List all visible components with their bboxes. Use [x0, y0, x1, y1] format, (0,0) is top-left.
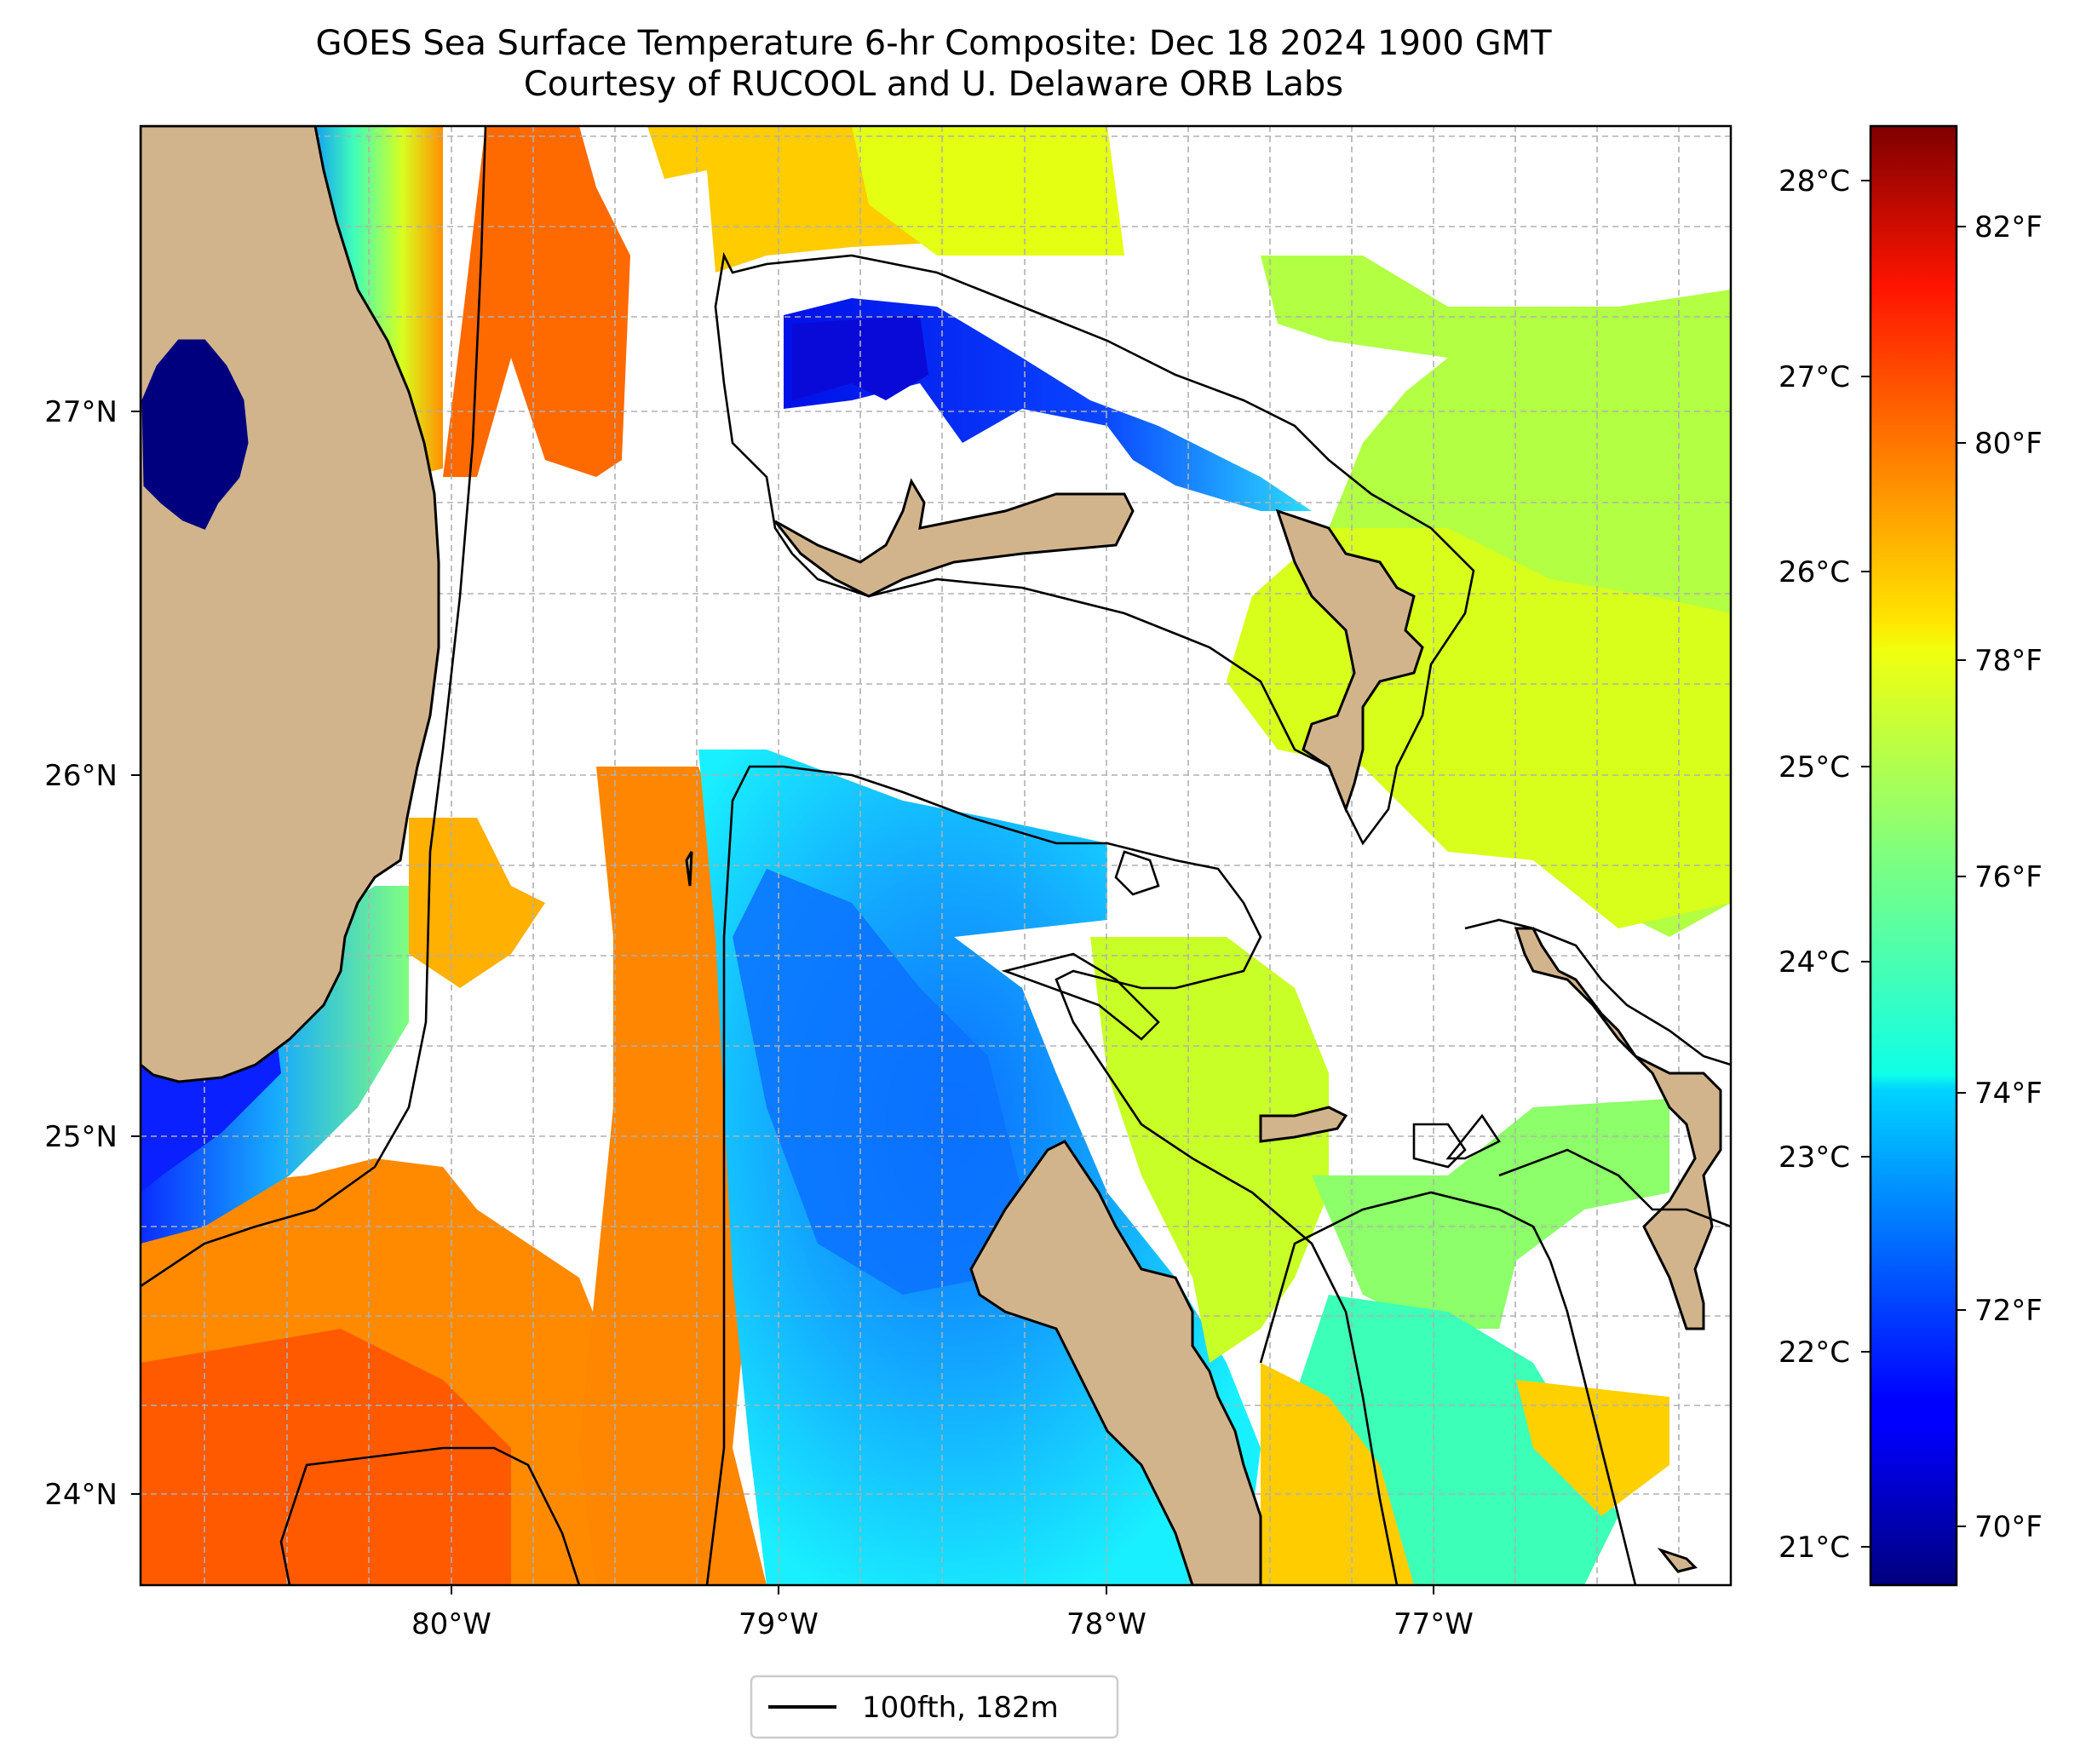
lon-tick-label: 79°W [738, 1607, 819, 1641]
isobath-100fth-contours [141, 126, 1731, 1585]
map-area [139, 124, 1733, 1587]
fahrenheit-tick-label: 74°F [1974, 1077, 2043, 1111]
fahrenheit-tick-label: 70°F [1974, 1510, 2043, 1544]
celsius-tick-label: 21°C [1779, 1531, 1850, 1565]
celsius-tick-label: 28°C [1779, 164, 1850, 198]
andros-island [969, 1140, 1262, 1585]
fahrenheit-tick-label: 78°F [1974, 644, 2043, 678]
new-providence [1259, 1106, 1348, 1143]
lat-tick-label: 26°N [44, 759, 118, 793]
celsius-tick-label: 25°C [1779, 750, 1850, 784]
lat-tick-label: 25°N [44, 1120, 118, 1154]
fahrenheit-tick-label: 80°F [1974, 427, 2043, 461]
celsius-tick-label: 26°C [1779, 555, 1850, 589]
celsius-tick-label: 23°C [1779, 1141, 1850, 1175]
bimini-island [685, 851, 693, 887]
chart-title-line1: GOES Sea Surface Temperature 6-hr Compos… [315, 24, 1552, 63]
eleuthera [1514, 927, 1722, 1330]
chart-title-line2: Courtesy of RUCOOL and U. Delaware ORB L… [524, 65, 1343, 104]
legend-label: 100fth, 182m [862, 1691, 1059, 1725]
lon-tick-label: 77°W [1394, 1607, 1474, 1641]
colorbar: 21°C 22°C 23°C 24°C 25°C 26°C 27°C 28°C … [1779, 124, 2043, 1587]
lake-okeechobee [141, 339, 249, 530]
lon-axis: 80°W 79°W 78°W 77°W [411, 1585, 1474, 1641]
grand-bahama [773, 478, 1135, 598]
map-frame [139, 124, 1733, 1587]
celsius-tick-label: 24°C [1779, 945, 1850, 980]
celsius-tick-label: 27°C [1779, 360, 1850, 394]
fahrenheit-tick-label: 76°F [1974, 860, 2043, 894]
lon-tick-label: 78°W [1066, 1607, 1146, 1641]
lat-axis: 24°N 25°N 26°N 27°N [44, 395, 141, 1512]
fahrenheit-tick-label: 82°F [1974, 210, 2043, 244]
legend-box [750, 1675, 1119, 1739]
lat-tick-label: 27°N [44, 395, 118, 429]
lon-tick-label: 80°W [411, 1607, 491, 1641]
lat-tick-label: 24°N [44, 1478, 118, 1512]
fahrenheit-tick-label: 72°F [1974, 1294, 2043, 1328]
land [141, 126, 1722, 1585]
colorbar-gradient [1869, 124, 1958, 1587]
exuma-cays [1657, 1547, 1698, 1573]
abaco [1275, 509, 1424, 813]
celsius-tick-label: 22°C [1779, 1336, 1850, 1370]
legend: 100fth, 182m [750, 1675, 1119, 1739]
